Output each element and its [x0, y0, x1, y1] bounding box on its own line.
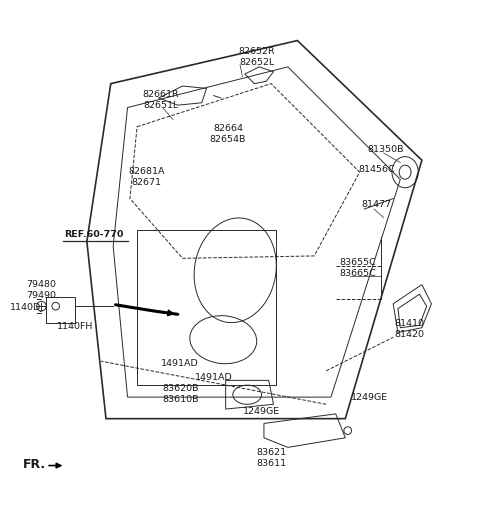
Text: 81477: 81477: [361, 200, 391, 209]
Text: REF.60-770: REF.60-770: [64, 230, 124, 239]
Text: 81456C: 81456C: [358, 165, 395, 174]
Text: 1140FH: 1140FH: [57, 322, 93, 331]
Text: 83620B
83610B: 83620B 83610B: [162, 384, 198, 404]
Text: 81410
81420: 81410 81420: [394, 319, 424, 339]
Text: 1491AD: 1491AD: [195, 373, 232, 382]
Text: 1491AD: 1491AD: [161, 359, 199, 368]
Text: 1140DJ: 1140DJ: [10, 303, 44, 312]
Text: 83621
83611: 83621 83611: [256, 448, 286, 468]
Text: 79480
79490: 79480 79490: [26, 280, 56, 301]
Text: 82661R
82651L: 82661R 82651L: [143, 90, 180, 110]
Text: FR.: FR.: [23, 458, 46, 470]
Text: 81350B: 81350B: [368, 145, 404, 154]
Text: 1249GE: 1249GE: [351, 392, 388, 401]
Text: 83655C
83665C: 83655C 83665C: [339, 258, 376, 278]
Text: 82652R
82652L: 82652R 82652L: [239, 47, 275, 67]
Text: 82664
82654B: 82664 82654B: [210, 124, 246, 144]
Text: 1249GE: 1249GE: [243, 407, 280, 416]
Text: 82681A
82671: 82681A 82671: [129, 167, 165, 187]
